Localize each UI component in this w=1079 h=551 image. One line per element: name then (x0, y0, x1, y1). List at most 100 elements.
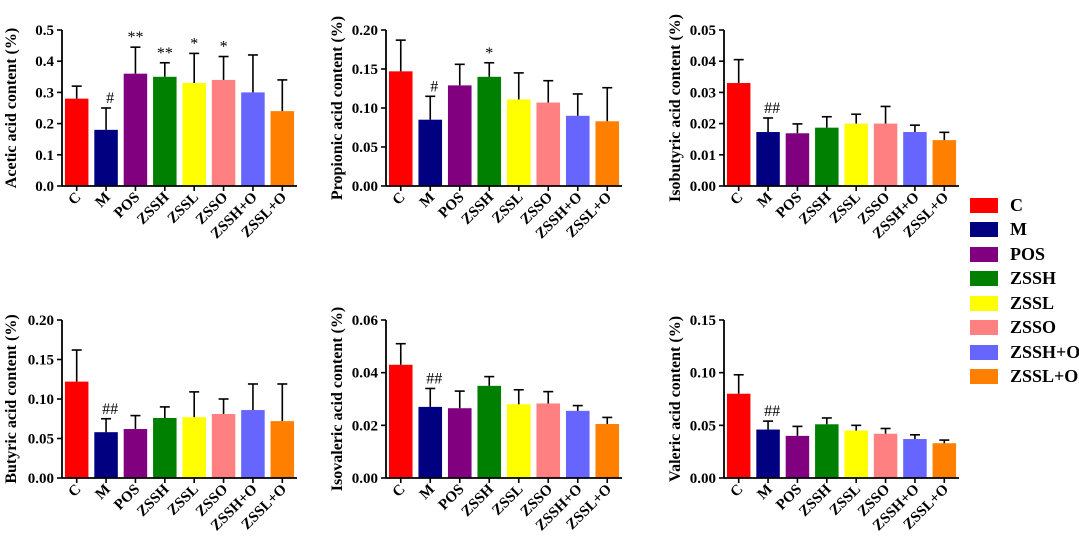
legend-item-m: M (970, 218, 1079, 243)
y-tick-label: 0.05 (690, 418, 716, 434)
x-tick-label: M (755, 482, 776, 503)
significance-mark: ## (102, 401, 118, 418)
y-tick-label: 0.15 (690, 313, 716, 329)
y-tick-label: 0.00 (690, 471, 716, 487)
legend-label-zssh: ZSSH (1010, 268, 1057, 289)
x-tick-label: ZSSH (134, 481, 173, 520)
significance-mark: * (485, 45, 493, 62)
bar-c (64, 381, 89, 478)
y-tick-label: 0.10 (690, 366, 716, 382)
bar-zssl-plus-o (270, 111, 295, 186)
chart-panel-1: C#M**POS**ZSSH*ZSSL*ZSSOZSSH+OZSSL+O0.00… (3, 23, 297, 242)
legend-item-c: C (970, 193, 1079, 218)
x-tick-label: ZSSH (459, 481, 498, 520)
y-tick-label: 0.03 (690, 85, 716, 101)
y-tick-label: 0.2 (35, 117, 54, 133)
legend-swatch-zssh-o (970, 344, 998, 360)
bar-zssl-plus-o (595, 424, 620, 478)
y-tick-label: 0.15 (352, 62, 378, 78)
bar-zssl-plus-o (595, 121, 620, 186)
legend-swatch-zssl (970, 295, 998, 311)
bar-zssh (815, 127, 839, 186)
significance-mark: * (190, 35, 198, 52)
legend-item-pos: POS (970, 242, 1079, 267)
bar-c (726, 393, 751, 478)
x-tick-label: C (728, 482, 747, 501)
legend-swatch-m (970, 222, 998, 238)
x-tick-label: ZSSH (134, 189, 173, 228)
y-tick-label: 0.00 (28, 471, 54, 487)
y-tick-label: 0.04 (352, 366, 379, 382)
legend-swatch-pos (970, 246, 998, 262)
bar-pos (447, 408, 472, 478)
bar-c (388, 364, 413, 478)
bar-zssh-plus-o (565, 115, 590, 186)
y-tick-label: 0.01 (690, 148, 716, 164)
chart-panel-3: C##MPOSZSSHZSSLZSSOZSSH+OZSSL+O0.000.010… (667, 14, 959, 242)
legend-label-zsso: ZSSO (1010, 317, 1057, 338)
bar-pos (785, 435, 810, 478)
y-tick-label: 0.10 (352, 101, 378, 117)
x-tick-label: C (66, 190, 85, 209)
legend-swatch-zssh (970, 271, 998, 287)
x-tick-label: C (728, 190, 747, 209)
bar-zssh (477, 385, 502, 478)
bar-zssl (506, 99, 531, 186)
legend-label-zssl-o: ZSSL+O (1010, 366, 1079, 387)
bar-zssh (477, 76, 502, 186)
y-axis-title: Acetic acid content (%) (3, 28, 20, 188)
bar-c (726, 83, 751, 186)
y-tick-label: 0.04 (690, 54, 717, 70)
bar-zssh (815, 424, 839, 478)
bar-zssl (844, 430, 868, 478)
bar-m (418, 119, 443, 186)
y-tick-label: 0.02 (352, 418, 378, 434)
significance-mark: # (430, 78, 438, 95)
legend-label-zssl: ZSSL (1010, 292, 1055, 313)
legend-label-zssh-o: ZSSH+O (1010, 341, 1079, 362)
legend-item-zsso: ZSSO (970, 316, 1079, 341)
y-axis-title: Isovaleric acid content (%) (329, 307, 346, 491)
legend-item-zssh: ZSSH (970, 267, 1079, 292)
bar-zsso (536, 403, 561, 478)
x-tick-label: ZSSH (796, 189, 835, 228)
legend-swatch-c (970, 197, 998, 213)
bar-pos (785, 133, 810, 186)
y-axis-title: Valeric acid content (%) (667, 316, 684, 482)
x-tick-label: M (93, 482, 114, 503)
y-tick-label: 0.00 (690, 179, 716, 195)
x-tick-label: C (390, 190, 409, 209)
x-tick-label: M (417, 482, 438, 503)
y-tick-label: 0.3 (35, 85, 54, 101)
bar-pos (123, 73, 148, 186)
x-tick-label: M (93, 190, 114, 211)
y-tick-label: 0.00 (352, 471, 378, 487)
bar-zssh-plus-o (241, 92, 265, 186)
bar-m (94, 129, 118, 186)
bar-m (94, 432, 118, 478)
bar-zssh-plus-o (903, 132, 927, 186)
y-axis-title: Butyric acid content (%) (3, 314, 20, 483)
bar-c (64, 98, 89, 186)
y-tick-label: 0.15 (28, 353, 54, 369)
bar-m (756, 429, 780, 478)
legend-item-zssl-o: ZSSL+O (970, 365, 1079, 390)
bar-zssl-plus-o (932, 140, 957, 186)
x-tick-label: ZSSH (796, 481, 835, 520)
y-tick-label: 0.02 (690, 117, 716, 133)
legend-label-c: C (1010, 194, 1023, 215)
bar-zsso (211, 414, 236, 478)
bar-zsso (873, 123, 898, 186)
significance-mark: ## (426, 370, 442, 387)
significance-mark: ** (157, 45, 173, 62)
x-tick-label: M (417, 190, 438, 211)
bar-zssl-plus-o (270, 421, 295, 478)
y-tick-label: 0.1 (35, 148, 54, 164)
legend-label-pos: POS (1010, 243, 1046, 264)
y-tick-label: 0.5 (35, 23, 54, 39)
significance-mark: ## (764, 100, 780, 117)
y-axis-title: Propionic acid content (%) (329, 16, 346, 200)
significance-mark: # (106, 90, 114, 107)
legend-label-m: M (1010, 219, 1027, 240)
